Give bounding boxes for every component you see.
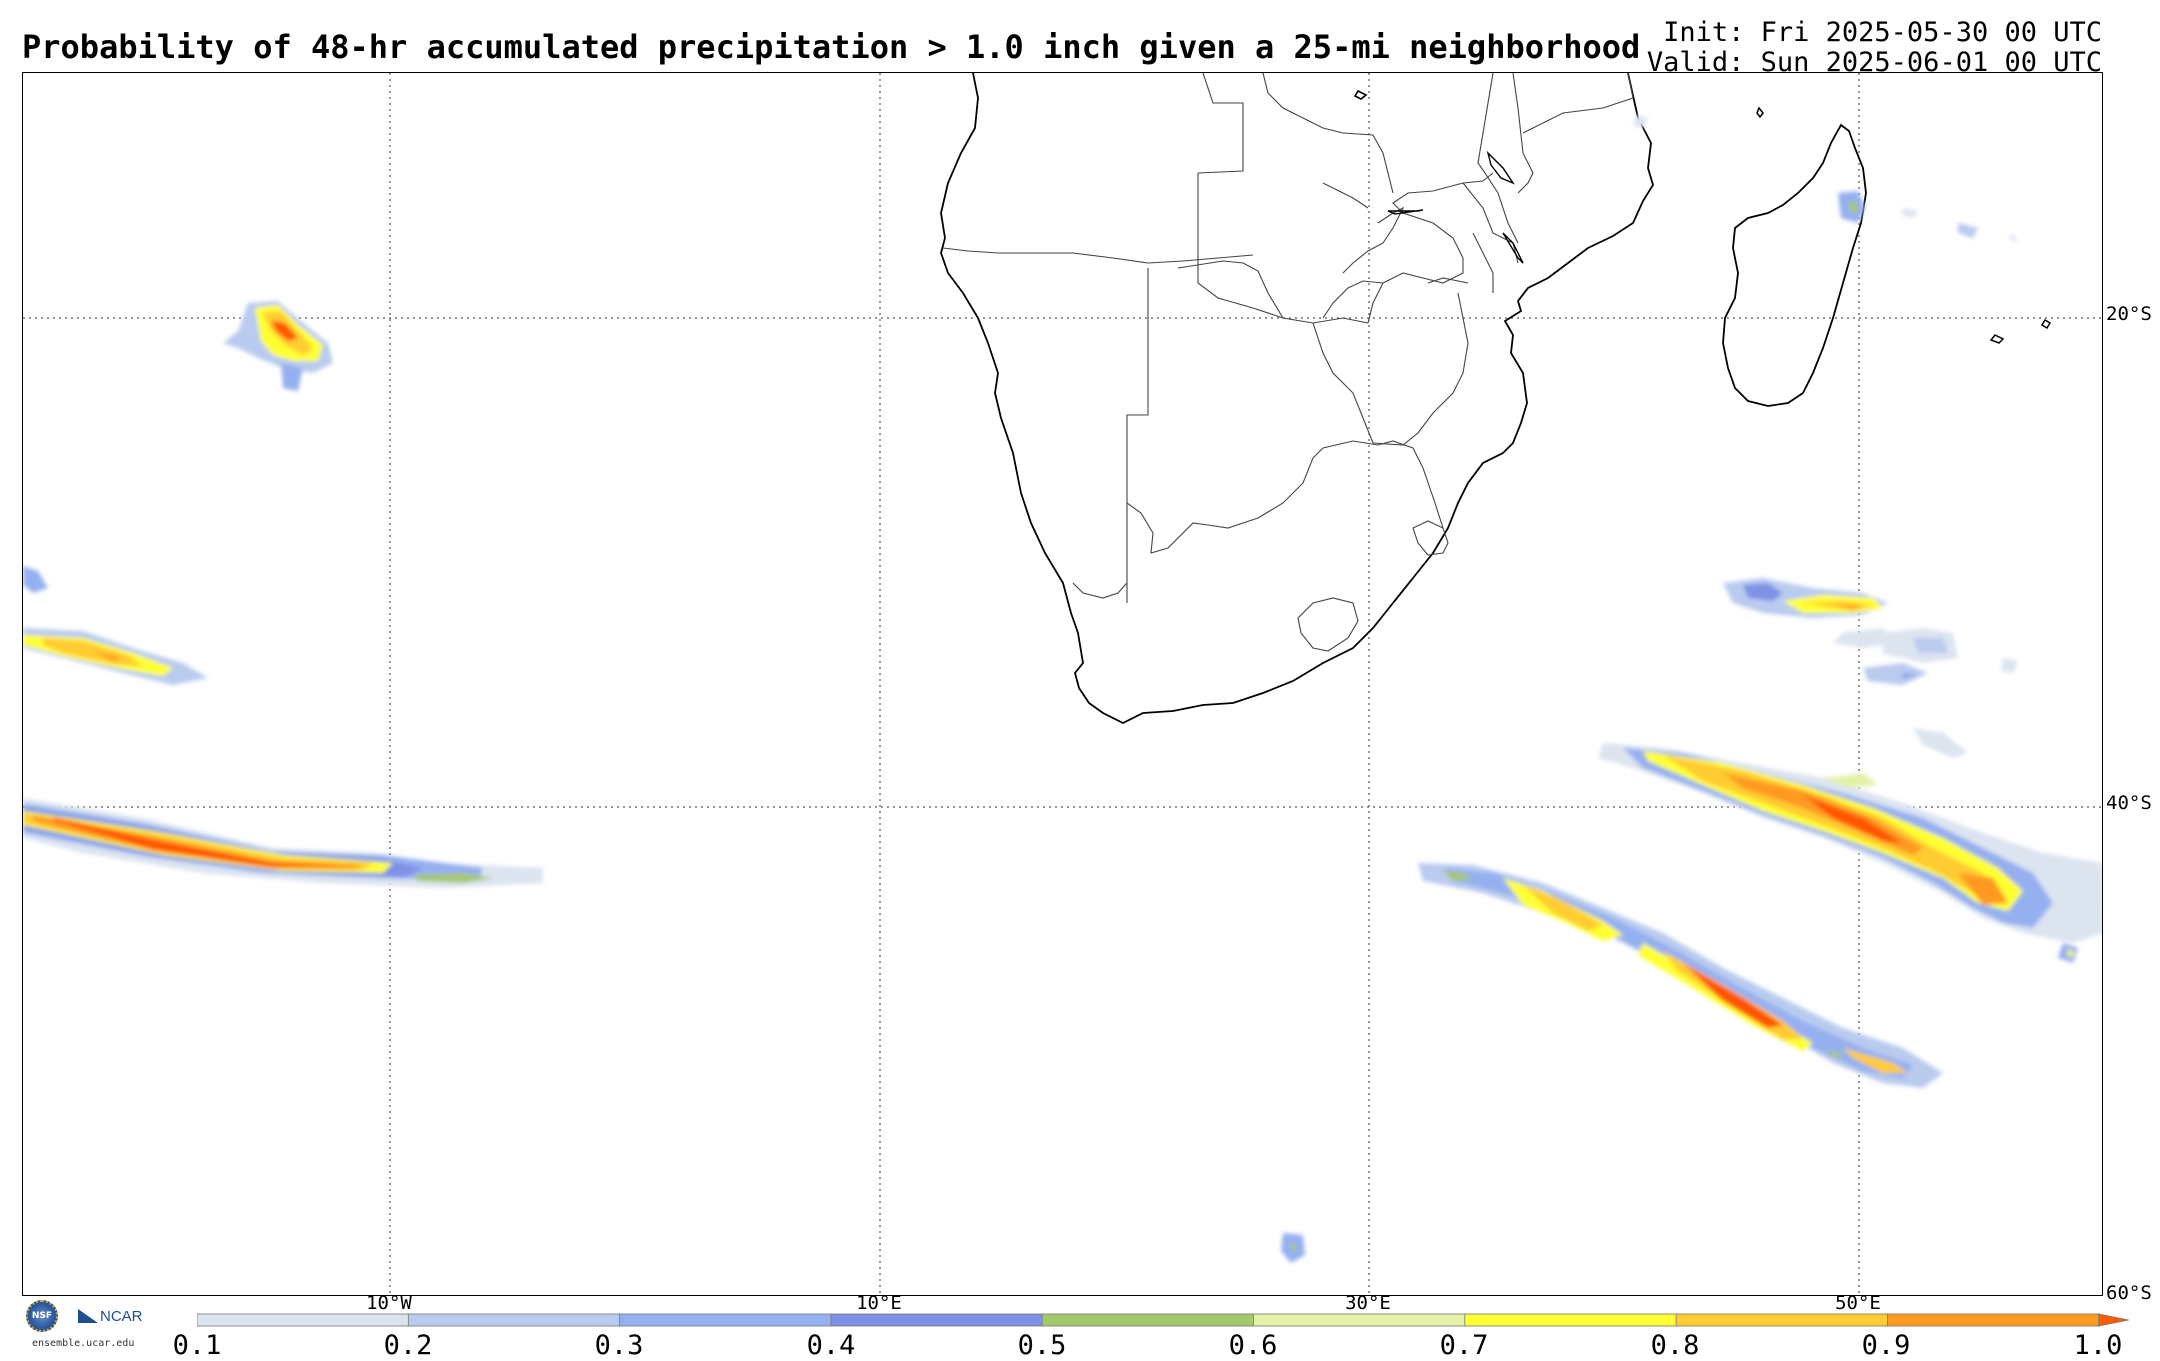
colorbar-label: 0.7 xyxy=(1439,1330,1489,1361)
country-borders xyxy=(942,73,1634,652)
lon-label-30e: 30°E xyxy=(1345,1292,1391,1314)
map-canvas xyxy=(23,73,2102,1295)
colorbar-label: 0.6 xyxy=(1228,1330,1278,1361)
colorbar-segment xyxy=(1675,1313,1889,1327)
lon-label-10e: 10°E xyxy=(856,1292,902,1314)
colorbar-label: 0.2 xyxy=(383,1330,433,1361)
colorbar-label: 0.9 xyxy=(1861,1330,1911,1361)
ensemble-url: ensemble.ucar.edu xyxy=(32,1338,135,1349)
ncar-logo-text: NCAR xyxy=(100,1308,143,1325)
africa-coastline xyxy=(940,73,1654,725)
madagascar-coastline xyxy=(1722,123,1867,407)
colorbar-segment xyxy=(830,1313,1044,1327)
colorbar-label: 0.5 xyxy=(1017,1330,1067,1361)
lat-label-40s: 40°S xyxy=(2106,792,2152,814)
colorbar-extend-arrow xyxy=(2098,1313,2129,1327)
colorbar-segment xyxy=(1887,1313,2100,1327)
colorbar-label: 1.0 xyxy=(2073,1330,2123,1361)
colorbar-label: 0.1 xyxy=(172,1330,222,1361)
probability-map xyxy=(22,72,2103,1296)
lat-label-60s: 60°S xyxy=(2106,1282,2152,1304)
colorbar-segment xyxy=(197,1313,410,1327)
logo-group: NSF NCAR ensemble.ucar.edu xyxy=(22,1300,162,1354)
colorbar xyxy=(197,1313,2129,1327)
ncar-mark-icon xyxy=(78,1309,98,1323)
colorbar-segment xyxy=(1041,1313,1255,1327)
nsf-logo: NSF xyxy=(26,1300,58,1332)
colorbar-segment xyxy=(1253,1313,1466,1327)
colorbar-label: 0.3 xyxy=(594,1330,644,1361)
lon-label-10w: 10°W xyxy=(366,1292,412,1314)
gridlines xyxy=(23,73,2102,1295)
init-valid-times: Init: Fri 2025-05-30 00 UTC Valid: Sun 2… xyxy=(1647,18,2102,78)
colorbar-label: 0.8 xyxy=(1650,1330,1700,1361)
lon-label-50e: 50°E xyxy=(1835,1292,1881,1314)
colorbar-segment xyxy=(619,1313,832,1327)
colorbar-segment xyxy=(407,1313,621,1327)
map-title: Probability of 48-hr accumulated precipi… xyxy=(22,28,1641,66)
colorbar-label: 0.4 xyxy=(806,1330,856,1361)
colorbar-segment xyxy=(1464,1313,1678,1327)
ncar-logo: NCAR xyxy=(78,1308,143,1325)
init-time: Init: Fri 2025-05-30 00 UTC xyxy=(1663,17,2102,48)
lat-label-20s: 20°S xyxy=(2106,303,2152,325)
probability-contours xyxy=(23,115,2102,1263)
